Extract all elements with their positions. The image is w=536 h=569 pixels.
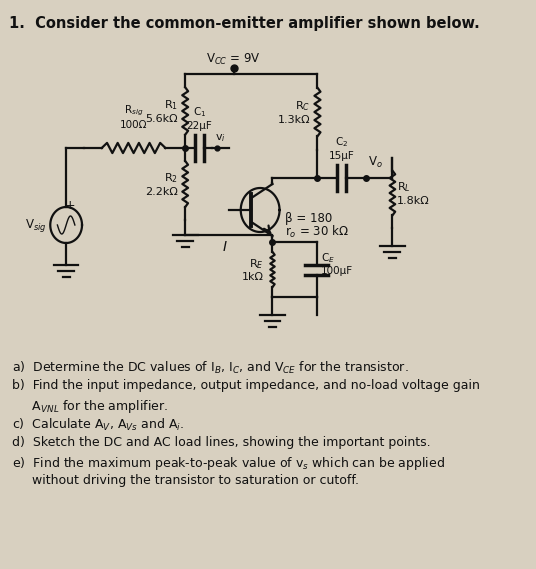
Text: d)  Sketch the DC and AC load lines, showing the important points.: d) Sketch the DC and AC load lines, show…	[12, 436, 431, 449]
Text: r$_o$ = 30 kΩ: r$_o$ = 30 kΩ	[285, 224, 348, 240]
Text: V$_{CC}$ = 9V: V$_{CC}$ = 9V	[206, 52, 261, 67]
Text: +: +	[64, 199, 75, 212]
Text: v$_i$: v$_i$	[215, 132, 226, 144]
Text: b)  Find the input impedance, output impedance, and no-load voltage gain: b) Find the input impedance, output impe…	[12, 379, 480, 392]
Text: R$_2$
2.2kΩ: R$_2$ 2.2kΩ	[145, 171, 178, 197]
Text: V$_o$: V$_o$	[368, 155, 383, 170]
Text: A$_{VNL}$ for the amplifier.: A$_{VNL}$ for the amplifier.	[12, 398, 168, 415]
Text: C$_E$
100μF: C$_E$ 100μF	[321, 251, 353, 276]
Text: R$_C$
1.3kΩ: R$_C$ 1.3kΩ	[278, 100, 310, 125]
Text: c)  Calculate A$_V$, A$_{Vs}$ and A$_i$.: c) Calculate A$_V$, A$_{Vs}$ and A$_i$.	[12, 417, 184, 433]
Text: V$_{sig}$: V$_{sig}$	[25, 216, 47, 233]
Text: C$_1$
22μF: C$_1$ 22μF	[187, 106, 212, 131]
Text: a)  Determine the DC values of I$_B$, I$_C$, and V$_{CE}$ for the transistor.: a) Determine the DC values of I$_B$, I$_…	[12, 360, 409, 376]
Text: R$_E$
1kΩ: R$_E$ 1kΩ	[242, 257, 264, 282]
Text: R$_{sig}$
100Ω: R$_{sig}$ 100Ω	[120, 104, 147, 130]
Text: R$_1$
5.6kΩ: R$_1$ 5.6kΩ	[145, 98, 178, 123]
Text: β = 180: β = 180	[285, 212, 332, 225]
Text: C$_2$
15μF: C$_2$ 15μF	[329, 135, 354, 161]
Text: e)  Find the maximum peak-to-peak value of v$_s$ which can be applied: e) Find the maximum peak-to-peak value o…	[12, 455, 445, 472]
Text: R$_L$
1.8kΩ: R$_L$ 1.8kΩ	[397, 180, 429, 206]
Text: without driving the transistor to saturation or cutoff.: without driving the transistor to satura…	[12, 474, 359, 487]
Text: I: I	[223, 240, 227, 254]
Text: 1.  Consider the common-emitter amplifier shown below.: 1. Consider the common-emitter amplifier…	[9, 16, 480, 31]
